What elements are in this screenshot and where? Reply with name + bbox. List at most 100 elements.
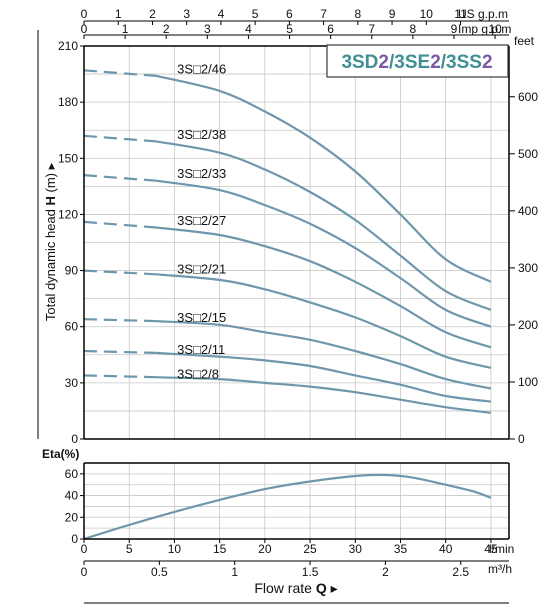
head-curve-dashed — [83, 220, 157, 229]
curve-label: 3S□2/21 — [177, 262, 226, 277]
head-chart-axes: 0 30 60 90 120 150 180 210 Total dynamic head H … — [37, 30, 538, 446]
x-axis-label: Flow rate Q ▸ — [254, 580, 337, 596]
model-title: 3SD2/3SE2/3SS2 — [341, 52, 492, 73]
x-tick-label: 35 — [394, 542, 408, 556]
imp-gpm-tick-label: 5 — [286, 22, 293, 36]
x-tick-label: 40 — [439, 542, 453, 556]
imp-gpm-tick-label: 8 — [410, 22, 417, 36]
curve-label: 3S□2/8 — [177, 366, 219, 381]
eta-y-tick-label: 20 — [65, 510, 79, 524]
us-gpm-tick-label: 2 — [149, 7, 156, 21]
head-curve-dashed — [83, 374, 157, 379]
x-tick-label: 10 — [168, 542, 182, 556]
eta-y-tick-label: 0 — [71, 532, 78, 546]
right-tick-label: 0 — [518, 432, 525, 446]
curve-label: 3S□2/27 — [177, 213, 226, 228]
eta-chart-axes: 0 20 40 60 Eta(%) — [42, 447, 510, 546]
y-tick-label: 210 — [58, 39, 78, 53]
head-curve — [156, 376, 492, 414]
imp-gpm-tick-label: 6 — [327, 22, 334, 36]
right-tick-label: 300 — [518, 261, 538, 275]
y-tick-label: 0 — [71, 432, 78, 446]
us-gpm-tick-label: 3 — [183, 7, 190, 21]
m3h-tick-label: 1.5 — [302, 565, 319, 579]
m3h-tick-label: 2 — [382, 565, 389, 579]
imp-gpm-tick-label: 2 — [163, 22, 170, 36]
us-gpm-tick-label: 5 — [252, 7, 259, 21]
efficiency-curve — [83, 473, 492, 541]
curve-label: 3S□2/33 — [177, 166, 226, 181]
eta-chart-grid — [83, 462, 509, 540]
curve-label: 3S□2/15 — [177, 310, 226, 325]
head-curve-dashed — [83, 174, 157, 182]
head-curve — [156, 179, 492, 328]
imp-gpm-tick-label: 4 — [245, 22, 252, 36]
head-curve — [156, 320, 492, 390]
head-curve — [156, 226, 492, 349]
y-tick-label: 90 — [65, 264, 79, 278]
head-curve — [156, 273, 492, 369]
x-tick-label: 0 — [81, 542, 88, 556]
m3h-tick-label: 0.5 — [151, 565, 168, 579]
us-gpm-tick-label: 0 — [81, 7, 88, 21]
head-curve-dashed — [83, 269, 157, 276]
model-title-box: 3SD2/3SE2/3SS2 — [326, 44, 509, 78]
y-tick-label: 180 — [58, 95, 78, 109]
x-tick-label: 20 — [258, 542, 272, 556]
m3h-tick-label: 0 — [81, 565, 88, 579]
right-tick-label: 500 — [518, 147, 538, 161]
eta-y-tick-label: 40 — [65, 489, 79, 503]
curve-label: 3S□2/38 — [177, 127, 226, 142]
y-tick-label: 60 — [65, 320, 79, 334]
us-gpm-tick-label: 4 — [218, 7, 225, 21]
imp-gpm-tick-label: 9 — [451, 22, 458, 36]
imp-gpm-tick-label: 3 — [204, 22, 211, 36]
x-tick-label: 30 — [349, 542, 363, 556]
us-gpm-tick-label: 7 — [320, 7, 327, 21]
us-gpm-tick-label: 6 — [286, 7, 293, 21]
m3h-tick-label: 1 — [231, 565, 238, 579]
head-curve-dashed — [83, 134, 157, 143]
right-tick-label: 400 — [518, 204, 538, 218]
eta-y-axis-label: Eta(%) — [42, 447, 79, 461]
x-tick-label: 15 — [213, 542, 227, 556]
imp-gpm-unit: Imp g.p.m — [458, 22, 511, 36]
right-axis-unit: feet — [514, 34, 535, 48]
y-axis-label: Total dynamic head H (m) ▸ — [43, 162, 58, 321]
x-tick-label: 45 — [484, 542, 498, 556]
imp-gpm-tick-label: 0 — [81, 22, 88, 36]
imp-gpm-tick-label: 7 — [368, 22, 375, 36]
right-tick-label: 200 — [518, 318, 538, 332]
us-gpm-tick-label: 9 — [389, 7, 396, 21]
us-gpm-tick-label: 11 — [454, 7, 467, 21]
eta-curve — [83, 473, 492, 541]
title-box-frame — [326, 44, 509, 78]
head-curve-dashed — [83, 349, 157, 354]
us-gpm-tick-label: 10 — [420, 7, 434, 21]
bottom-axes-area: 0 5 10 15 20 25 30 35 40 45l/min 0 0.5 1 1.5 2 2.5 m³/h F… — [81, 539, 514, 604]
head-curve-labels: 3S□2/46 3S□2/38 3S□2/33 3S□2/27 3S□2/21 3S□2/… — [177, 61, 226, 381]
y-tick-label: 150 — [58, 151, 78, 165]
x-tick-label: 5 — [126, 542, 133, 556]
head-curve-dashed — [83, 318, 157, 323]
y-tick-label: 30 — [65, 376, 79, 390]
head-curves — [83, 69, 492, 414]
imp-gpm-tick-label: 1 — [122, 22, 129, 36]
x-axis-unit: l/min — [489, 542, 514, 556]
curve-label: 3S□2/46 — [177, 61, 226, 76]
m3h-tick-label: 2.5 — [452, 565, 469, 579]
head-curve-dashed — [83, 69, 157, 77]
right-tick-label: 100 — [518, 375, 538, 389]
right-tick-label: 600 — [518, 90, 538, 104]
eta-y-tick-label: 60 — [65, 467, 79, 481]
y-tick-label: 120 — [58, 207, 78, 221]
head-curve — [156, 351, 492, 403]
imp-gpm-tick-label: 10 — [488, 22, 502, 36]
x-tick-label: 25 — [303, 542, 317, 556]
us-gpm-unit: US g.p.m — [458, 7, 508, 21]
us-gpm-tick-label: 1 — [115, 7, 122, 21]
curve-label: 3S□2/11 — [177, 342, 225, 357]
us-gpm-tick-label: 8 — [354, 7, 361, 21]
